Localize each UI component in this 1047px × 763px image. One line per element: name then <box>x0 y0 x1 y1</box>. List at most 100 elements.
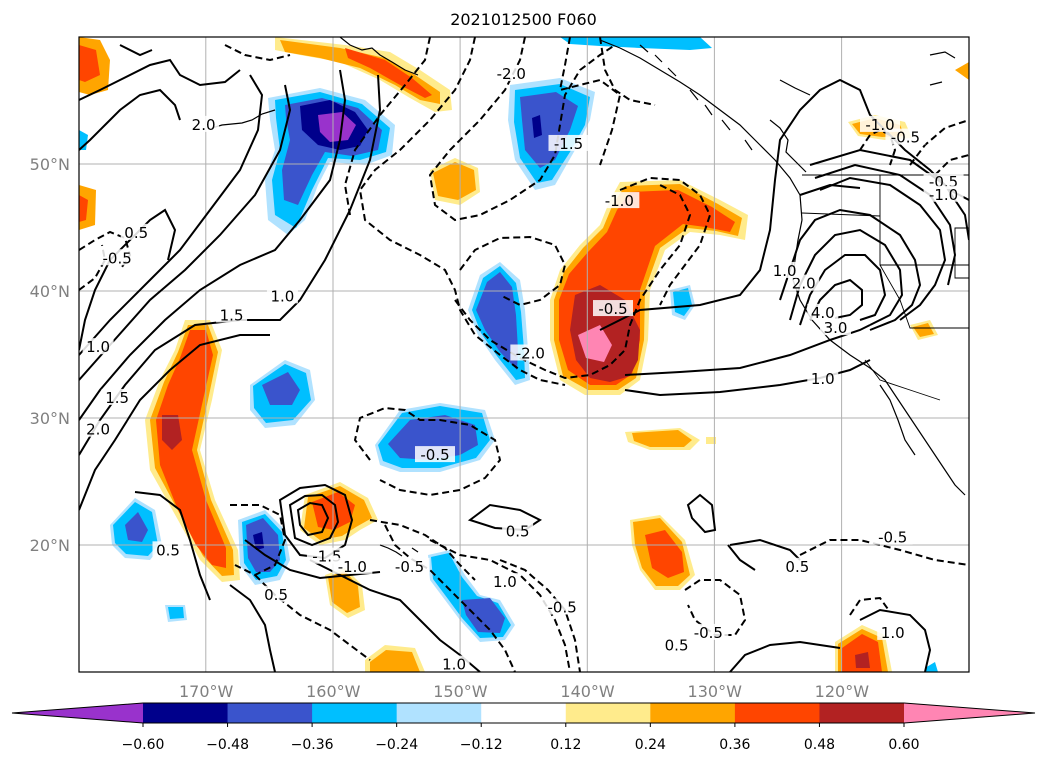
contour-label: -1.0 <box>929 186 958 204</box>
contour-label-background <box>120 223 152 240</box>
colorbar-swatch <box>650 703 736 723</box>
colorbar-swatch <box>396 703 482 723</box>
contour-label-background <box>389 557 430 574</box>
x-tick-label: 170°W <box>179 682 234 701</box>
colorbar-swatch <box>481 703 567 723</box>
contour-label: 2.0 <box>792 275 816 293</box>
contour-label: -1.0 <box>338 558 367 576</box>
contour-label: -0.5 <box>103 249 132 267</box>
contour-label-background <box>260 585 292 602</box>
contour-label: -0.5 <box>548 599 577 617</box>
colorbar-swatch <box>565 703 651 723</box>
contour-label: -0.5 <box>694 624 723 642</box>
contour-label: 1.0 <box>270 287 294 305</box>
contour-label: 1.0 <box>493 573 517 591</box>
contour-label: 3.0 <box>824 319 848 337</box>
colorbar-swatch <box>227 703 313 723</box>
chart-title: 2021012500 F060 <box>450 10 597 29</box>
colorbar-swatch <box>312 703 398 723</box>
contour-label-background <box>688 623 729 640</box>
contour-label: 0.5 <box>665 637 689 655</box>
contour-labels: 2.00.5-0.51.51.01.01.52.0-2.0-1.5-1.0-0.… <box>82 65 964 674</box>
contour-label-background <box>491 65 532 82</box>
x-tick-label: 130°W <box>688 682 743 701</box>
contour-label-background <box>885 128 926 145</box>
latitude-tick-labels: 50°N 40°N 30°N 20°N <box>30 155 70 555</box>
contour-label-background <box>820 319 851 336</box>
contour-label: 2.0 <box>86 421 110 439</box>
y-tick-label: 50°N <box>30 155 70 174</box>
contour-label-background <box>82 420 114 437</box>
contour-label: -0.5 <box>395 558 424 576</box>
contour-label: -0.5 <box>598 300 627 318</box>
contour-label: -1.0 <box>865 116 894 134</box>
contour-label-background <box>82 338 114 355</box>
colorbar-tick-label: −0.24 <box>375 737 418 753</box>
contour-label-background <box>923 173 964 190</box>
contour-label-background <box>542 598 583 615</box>
contour-label-background <box>599 192 640 209</box>
political-borders <box>801 174 969 401</box>
contour-label-background <box>188 115 220 132</box>
contour-label: 2.0 <box>192 116 216 134</box>
x-tick-label: 160°W <box>306 682 361 701</box>
contour-label-background <box>97 249 138 266</box>
contour-label: 1.0 <box>811 370 835 388</box>
contour-label: -2.0 <box>497 65 526 83</box>
contour-label-background <box>438 655 470 672</box>
y-tick-label: 20°N <box>30 536 70 555</box>
contour-label-background <box>788 274 820 291</box>
contour-label-background <box>548 134 589 151</box>
coastlines <box>211 37 966 557</box>
x-tick-label: 150°W <box>433 682 488 701</box>
contour-label-background <box>152 541 184 558</box>
contour-label-background <box>502 522 534 539</box>
contour-lines <box>79 37 969 672</box>
map-frame <box>78 36 970 673</box>
contour-label: -1.0 <box>605 192 634 210</box>
colorbar-swatch <box>143 703 229 723</box>
contour-label: 1.5 <box>105 389 129 407</box>
contour-label-background <box>216 306 248 323</box>
contour-label: -0.5 <box>420 446 449 464</box>
contour-label: 0.5 <box>124 224 148 242</box>
colorbar-tick-label: −0.12 <box>460 737 503 753</box>
contour-label-background <box>807 303 839 320</box>
x-tick-label: 120°W <box>815 682 870 701</box>
contour-label: 0.5 <box>506 522 530 540</box>
colorbar-tick-label: 0.12 <box>550 737 581 753</box>
contour-label: -0.5 <box>891 129 920 147</box>
contour-label-background <box>101 388 133 405</box>
contour-label: 0.5 <box>264 586 288 604</box>
contour-label-background <box>923 185 964 202</box>
contour-label: -1.5 <box>554 135 583 153</box>
colorbar-swatch <box>819 703 905 723</box>
contour-label: 1.5 <box>220 306 244 324</box>
colorbar: −0.60 −0.48 −0.36 −0.24 −0.12 0.12 0.24 0.36 0.4… <box>11 702 1036 753</box>
shaded-anomaly-field <box>79 37 969 672</box>
contour-label: 1.0 <box>881 624 905 642</box>
contour-label-background <box>872 528 913 545</box>
contour-label: 1.0 <box>773 262 797 280</box>
contour-label: 0.5 <box>785 558 809 576</box>
colorbar-extend-max <box>904 703 1035 723</box>
y-tick-label: 30°N <box>30 409 70 428</box>
colorbar-tick-label: −0.36 <box>291 737 334 753</box>
colorbar-tick-label: 0.24 <box>635 737 666 753</box>
colorbar-extend-min <box>12 703 143 723</box>
contour-label-background <box>807 369 839 386</box>
contour-label-background <box>593 300 633 317</box>
contour-label: 1.0 <box>442 656 466 674</box>
contour-label-background <box>781 557 813 574</box>
colorbar-tick-label: −0.48 <box>206 737 249 753</box>
contour-label: -0.5 <box>878 529 907 547</box>
x-tick-label: 140°W <box>560 682 615 701</box>
colorbar-swatch <box>734 703 820 723</box>
contour-label: 4.0 <box>811 304 835 322</box>
contour-label-background <box>510 344 551 361</box>
contour-label: 0.5 <box>156 541 180 559</box>
colorbar-tick-label: 0.60 <box>888 737 919 753</box>
colorbar-tick-label: 0.48 <box>804 737 835 753</box>
contour-label-background <box>266 287 298 304</box>
